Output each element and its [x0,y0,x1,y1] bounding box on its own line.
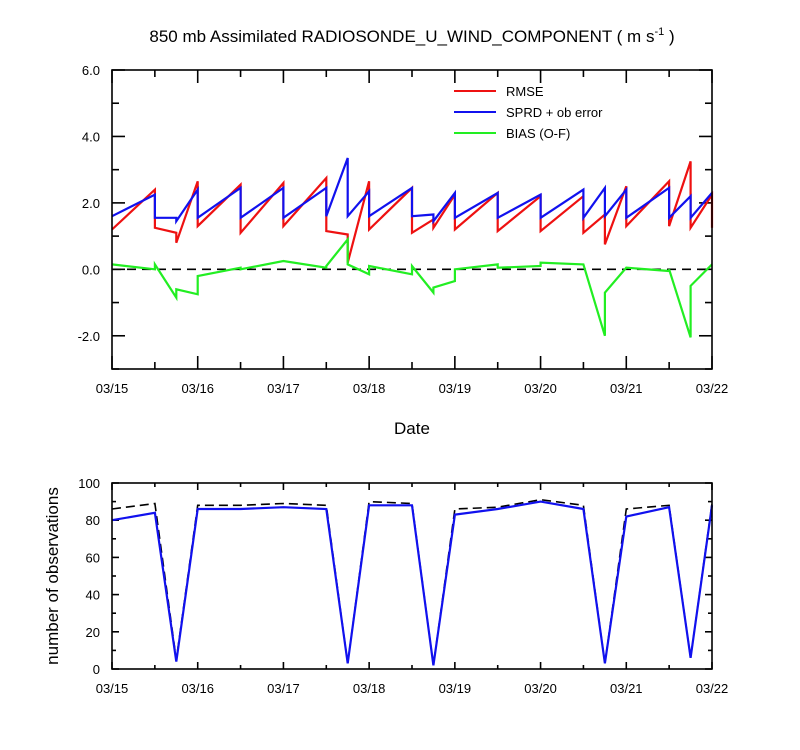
top-legend-label-1: SPRD + ob error [506,105,603,120]
bottom-series-line-1 [111,500,714,666]
top-plot-frame [111,69,713,370]
top-x-tick-label: 03/21 [610,381,643,396]
top-y-tick-label: -2.0 [78,329,100,344]
top-y-tick-label: 4.0 [82,129,100,144]
bottom-y-tick-label: 60 [86,550,100,565]
bottom-x-tick-label: 03/18 [353,681,386,696]
chart-title: 850 mb Assimilated RADIOSONDE_U_WIND_COM… [149,26,674,46]
top-x-tick-label: 03/15 [96,381,129,396]
bottom-x-tick-label: 03/20 [524,681,557,696]
bottom-x-tick-label: 03/17 [267,681,300,696]
bottom-x-tick-label: 03/21 [610,681,643,696]
top-x-tick-label: 03/22 [696,381,729,396]
top-x-tick-label: 03/16 [181,381,214,396]
top-x-tick-label: 03/19 [439,381,472,396]
bottom-y-tick-label: 0 [93,662,100,677]
bottom-y-tick-label: 20 [86,625,100,640]
top-panel: 03/15 03/16 03/17 03/18 03/19 03/20 03/21 03/22… [78,63,729,438]
top-x-axis-title: Date [394,419,430,438]
bottom-y-axis-title: number of observations [43,487,62,665]
bottom-y-tick-label: 80 [86,513,100,528]
top-y-tick-label: 6.0 [82,63,100,78]
top-legend: RMSE SPRD + ob error BIAS (O-F) [454,84,603,141]
top-x-tick-label: 03/20 [524,381,557,396]
top-y-tick-label: 0.0 [82,262,100,277]
top-legend-label-0: RMSE [506,84,544,99]
top-series-line-1 [111,157,713,225]
bottom-x-tick-label: 03/16 [181,681,214,696]
top-legend-label-2: BIAS (O-F) [506,126,570,141]
bottom-x-tick-label: 03/22 [696,681,729,696]
bottom-y-tick-label: 100 [78,476,100,491]
bottom-plot-frame [111,482,713,670]
bottom-x-tick-label: 03/15 [96,681,129,696]
bottom-y-tick-label: 40 [86,588,100,603]
top-x-tick-label: 03/17 [267,381,300,396]
top-y-tick-label: 2.0 [82,196,100,211]
top-series-line-2 [111,236,713,338]
bottom-panel: 03/15 03/16 03/17 03/18 03/19 03/20 03/21 03/22… [43,476,728,696]
bottom-x-tick-label: 03/19 [439,681,472,696]
chart-title-superscript: -1 [654,26,664,38]
top-x-tick-label: 03/18 [353,381,386,396]
